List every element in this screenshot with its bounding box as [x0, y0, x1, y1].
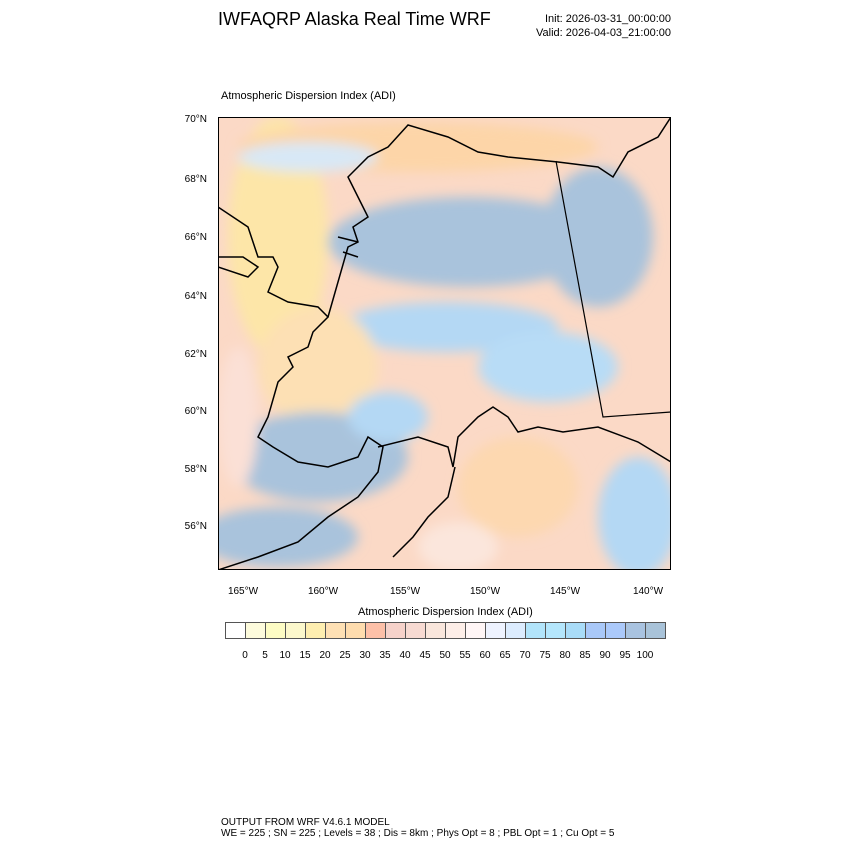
colorbar-box [506, 623, 526, 638]
colorbar-box [326, 623, 346, 638]
valid-time: Valid: 2026-04-03_21:00:00 [536, 27, 671, 39]
lon-label: 150°W [469, 586, 501, 597]
colorbar-label: 20 [319, 650, 331, 661]
colorbar-label: 55 [459, 650, 471, 661]
colorbar-label: 5 [262, 650, 268, 661]
colorbar-box [386, 623, 406, 638]
lon-label: 140°W [632, 586, 664, 597]
colorbar-box [586, 623, 606, 638]
model-info: OUTPUT FROM WRF V4.6.1 MODEL [221, 817, 390, 828]
colorbar-label: 60 [479, 650, 491, 661]
colorbar-box [366, 623, 386, 638]
adi-map [218, 117, 671, 570]
colorbar-label: 65 [499, 650, 511, 661]
colorbar-box [526, 623, 546, 638]
colorbar-title: Atmospheric Dispersion Index (ADI) [358, 606, 533, 618]
colorbar-box [426, 623, 446, 638]
map-frame [218, 117, 671, 570]
colorbar-box [466, 623, 486, 638]
colorbar-label: 75 [539, 650, 551, 661]
colorbar [225, 622, 666, 639]
coastline [218, 117, 671, 570]
lat-label: 68°N [184, 174, 207, 185]
colorbar-box [566, 623, 586, 638]
plot-title: IWFAQRP Alaska Real Time WRF [218, 9, 491, 29]
colorbar-box [446, 623, 466, 638]
colorbar-label: 95 [619, 650, 631, 661]
colorbar-label: 15 [299, 650, 311, 661]
colorbar-label: 80 [559, 650, 571, 661]
border-line [555, 160, 671, 418]
lon-label: 165°W [227, 586, 259, 597]
colorbar-box [306, 623, 326, 638]
colorbar-box [346, 623, 366, 638]
colorbar-box [626, 623, 646, 638]
colorbar-box [226, 623, 246, 638]
colorbar-label: 100 [636, 650, 654, 661]
colorbar-label: 10 [279, 650, 291, 661]
lat-label: 60°N [184, 406, 207, 417]
model-settings: WE = 225 ; SN = 225 ; Levels = 38 ; Dis … [221, 828, 615, 839]
lat-label: 62°N [184, 349, 207, 360]
adi-field [218, 117, 671, 570]
colorbar-label: 70 [519, 650, 531, 661]
colorbar-label: 90 [599, 650, 611, 661]
colorbar-label: 25 [339, 650, 351, 661]
lon-label: 160°W [307, 586, 339, 597]
colorbar-box [266, 623, 286, 638]
colorbar-label: 0 [242, 650, 248, 661]
colorbar-box [246, 623, 266, 638]
colorbar-box [486, 623, 506, 638]
lat-label: 66°N [184, 232, 207, 243]
lat-label: 56°N [184, 521, 207, 532]
colorbar-box [406, 623, 426, 638]
colorbar-label: 40 [399, 650, 411, 661]
colorbar-box [546, 623, 566, 638]
colorbar-label: 85 [579, 650, 591, 661]
field-title: Atmospheric Dispersion Index (ADI) [221, 90, 396, 102]
init-time: Init: 2026-03-31_00:00:00 [545, 13, 671, 25]
colorbar-box [646, 623, 665, 638]
colorbar-label: 50 [439, 650, 451, 661]
colorbar-label: 35 [379, 650, 391, 661]
lon-label: 145°W [549, 586, 581, 597]
lat-label: 70°N [184, 114, 207, 125]
colorbar-box [606, 623, 626, 638]
colorbar-label: 30 [359, 650, 371, 661]
colorbar-box [286, 623, 306, 638]
lat-label: 64°N [184, 291, 207, 302]
colorbar-label: 45 [419, 650, 431, 661]
lat-label: 58°N [184, 464, 207, 475]
lon-label: 155°W [389, 586, 421, 597]
